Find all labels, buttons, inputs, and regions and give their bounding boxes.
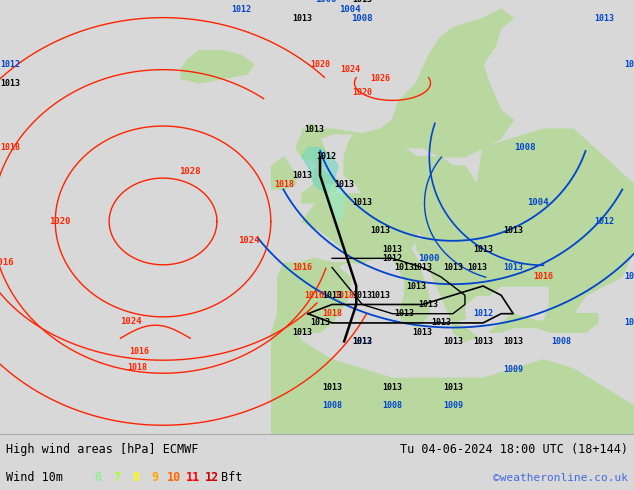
Text: 1013: 1013: [394, 263, 415, 272]
Text: 1013: 1013: [370, 226, 391, 235]
Text: 1024: 1024: [120, 317, 141, 326]
Text: 1008: 1008: [322, 401, 342, 411]
Text: 8: 8: [133, 471, 140, 484]
Text: 6: 6: [94, 471, 102, 484]
Text: High wind areas [hPa] ECMWF: High wind areas [hPa] ECMWF: [6, 443, 198, 456]
Text: 7: 7: [113, 471, 121, 484]
Text: 1024: 1024: [340, 65, 360, 74]
Text: 1004: 1004: [339, 5, 361, 14]
Text: Wind 10m: Wind 10m: [6, 471, 63, 484]
Text: 1012: 1012: [624, 60, 634, 69]
Text: 1012: 1012: [316, 152, 336, 161]
Text: 1008: 1008: [382, 401, 403, 411]
Text: 1016: 1016: [533, 272, 553, 281]
Text: 1013: 1013: [443, 263, 463, 272]
Polygon shape: [278, 263, 350, 332]
Polygon shape: [302, 9, 514, 157]
Text: 1013: 1013: [467, 263, 487, 272]
Text: 1013: 1013: [503, 263, 523, 272]
Text: ©weatheronline.co.uk: ©weatheronline.co.uk: [493, 472, 628, 483]
Text: 1008: 1008: [515, 143, 536, 152]
Text: 1013: 1013: [353, 0, 372, 4]
Text: 1016: 1016: [292, 263, 312, 272]
Text: 1026: 1026: [370, 74, 391, 83]
Polygon shape: [272, 134, 477, 332]
Text: Bft: Bft: [221, 471, 242, 484]
Text: 1013: 1013: [473, 337, 493, 346]
Polygon shape: [374, 226, 429, 323]
Polygon shape: [302, 147, 338, 194]
Text: 1020: 1020: [310, 60, 330, 69]
Text: 1012: 1012: [0, 60, 20, 69]
Text: 1012: 1012: [473, 309, 493, 318]
Text: 1013: 1013: [0, 78, 20, 88]
Polygon shape: [326, 185, 344, 221]
Text: 1013: 1013: [353, 291, 372, 300]
Polygon shape: [296, 124, 338, 203]
Polygon shape: [181, 51, 254, 83]
Text: 1013: 1013: [503, 226, 523, 235]
Text: 10: 10: [167, 471, 181, 484]
Text: 1012: 1012: [382, 254, 403, 263]
Text: 1008: 1008: [351, 14, 373, 23]
Text: 1013: 1013: [353, 198, 372, 207]
Text: 1016: 1016: [129, 347, 150, 356]
Polygon shape: [417, 240, 489, 342]
Text: 1004: 1004: [527, 198, 548, 207]
Text: 1018: 1018: [322, 309, 342, 318]
Text: 1016: 1016: [304, 291, 324, 300]
Text: 1012: 1012: [594, 217, 614, 226]
Text: 1013: 1013: [304, 124, 324, 134]
Polygon shape: [489, 314, 598, 332]
Text: 1013: 1013: [413, 328, 432, 337]
Text: 1020: 1020: [49, 217, 71, 226]
Text: 1013: 1013: [473, 245, 493, 254]
Text: 1013: 1013: [382, 245, 403, 254]
Polygon shape: [272, 332, 634, 434]
Text: 1018: 1018: [127, 363, 148, 371]
Polygon shape: [272, 157, 296, 189]
Text: 1013: 1013: [594, 14, 614, 23]
Text: 1000: 1000: [418, 254, 439, 263]
Polygon shape: [417, 129, 634, 327]
Text: 1013: 1013: [334, 180, 354, 189]
Text: 1013: 1013: [353, 337, 372, 346]
Text: 1018: 1018: [274, 180, 294, 189]
Text: 1013: 1013: [394, 309, 415, 318]
Text: 1013: 1013: [310, 318, 330, 327]
Text: 1008: 1008: [624, 318, 634, 327]
Text: 1013: 1013: [430, 318, 451, 327]
Text: 1013: 1013: [624, 272, 634, 281]
Text: 1024: 1024: [238, 236, 260, 245]
Text: Tu 04-06-2024 18:00 UTC (18+144): Tu 04-06-2024 18:00 UTC (18+144): [399, 443, 628, 456]
Text: 12: 12: [205, 471, 219, 484]
Text: 1012: 1012: [353, 337, 372, 346]
Text: 1013: 1013: [322, 291, 342, 300]
Text: 1013: 1013: [292, 14, 312, 23]
Text: 1012: 1012: [231, 5, 252, 14]
Text: 1013: 1013: [292, 171, 312, 180]
Text: 1013: 1013: [406, 282, 427, 291]
Text: 1013: 1013: [443, 383, 463, 392]
Text: 1000: 1000: [315, 0, 337, 4]
Text: 1013: 1013: [418, 300, 439, 309]
Text: 1020: 1020: [353, 88, 372, 97]
Text: 1018: 1018: [0, 143, 20, 152]
Text: 1013: 1013: [443, 337, 463, 346]
Polygon shape: [404, 314, 423, 327]
Text: 1009: 1009: [443, 401, 463, 411]
Text: 1028: 1028: [179, 167, 201, 176]
Text: 1013: 1013: [413, 263, 432, 272]
Text: 1013: 1013: [370, 291, 391, 300]
Text: 1009: 1009: [503, 365, 523, 373]
Text: 1008: 1008: [552, 337, 571, 346]
Text: 1013: 1013: [382, 383, 403, 392]
Text: 1018: 1018: [334, 291, 354, 300]
Text: 1013: 1013: [292, 328, 312, 337]
Text: 11: 11: [186, 471, 200, 484]
Text: 1016: 1016: [0, 258, 14, 267]
Text: 9: 9: [152, 471, 159, 484]
Text: 1013: 1013: [503, 337, 523, 346]
Text: 1013: 1013: [322, 383, 342, 392]
